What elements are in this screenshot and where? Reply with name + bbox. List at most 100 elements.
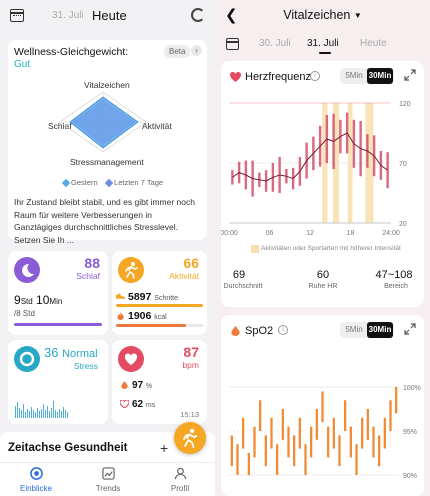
spo2-bar bbox=[332, 417, 335, 449]
x-tick-label: 24:00 bbox=[382, 230, 400, 237]
spo2-panel: SpO2 i 5Min 30Min 100% 95% 90% bbox=[221, 315, 424, 496]
x-tick-label: 18 bbox=[347, 230, 355, 237]
info-icon[interactable]: i bbox=[310, 71, 320, 81]
trends-icon bbox=[101, 467, 115, 480]
wellness-card[interactable]: Wellness-Gleichgewicht: Gut Beta › Vital… bbox=[8, 40, 207, 245]
hr-range-value: 47~108 bbox=[375, 269, 413, 281]
stress-mini-chart bbox=[15, 401, 68, 418]
spo2-bar bbox=[293, 435, 296, 467]
sleep-progress-bar bbox=[14, 323, 102, 326]
nav-trends-label: Trends bbox=[95, 484, 121, 493]
heart-rate-title: Herzfrequenz bbox=[245, 71, 312, 83]
spo2-unit: % bbox=[145, 383, 153, 390]
spo2-bar bbox=[315, 409, 318, 440]
spo2-bar bbox=[230, 435, 233, 467]
steps-progress-bar bbox=[116, 304, 203, 307]
sync-icon[interactable] bbox=[191, 8, 205, 22]
spo2-bar bbox=[395, 387, 398, 414]
insights-header: 31. Juli Heute bbox=[0, 0, 215, 34]
nav-trends[interactable]: Trends bbox=[78, 467, 138, 493]
tab-31-juli[interactable]: 31. Juli bbox=[307, 38, 339, 49]
toggle-5min[interactable]: 5Min bbox=[345, 325, 363, 334]
hrv-value: 62 bbox=[132, 399, 144, 410]
tab-yesterday[interactable]: 31. Juli bbox=[52, 10, 84, 21]
spo2-bar bbox=[355, 444, 358, 475]
heart-icon bbox=[230, 72, 241, 82]
kcal-value: 1906 bbox=[128, 310, 152, 322]
stress-label: Stress bbox=[73, 361, 98, 371]
activity-card[interactable]: 66 Aktivität 5897 Schritte 1906 kcal bbox=[112, 251, 207, 335]
calendar-icon[interactable] bbox=[226, 38, 239, 50]
spo2-bar bbox=[247, 453, 250, 475]
sleep-label: Schlaf bbox=[76, 271, 100, 281]
info-icon[interactable]: i bbox=[278, 325, 288, 335]
x-tick-label: 06 bbox=[266, 230, 274, 237]
spo2-row: 97 % bbox=[120, 380, 152, 391]
tab-30-juli[interactable]: 30. Juli bbox=[259, 38, 291, 49]
spo2-chart: 100% 95% 90% bbox=[229, 385, 421, 480]
expand-icon[interactable] bbox=[404, 323, 416, 335]
radar-label-sleep: Schlaf bbox=[48, 121, 72, 131]
active-tab-indicator bbox=[319, 52, 331, 54]
nav-insights[interactable]: Einblicke bbox=[6, 467, 66, 493]
insights-icon bbox=[29, 467, 43, 480]
spo2-bar bbox=[270, 417, 273, 449]
caret-down-icon: ▼ bbox=[353, 11, 362, 21]
legend-yesterday: Gestern bbox=[71, 178, 98, 187]
spo2-bar bbox=[253, 426, 256, 458]
profile-icon bbox=[174, 467, 186, 480]
vitals-title-dropdown[interactable]: Vitalzeichen ▼ bbox=[215, 8, 430, 22]
spo2-bar bbox=[372, 426, 375, 458]
heart-rate-chart: 20 70 120 00:00 06 12 18 24:00 bbox=[221, 101, 411, 237]
spo2-bar bbox=[236, 444, 239, 475]
x-tick-label: 00:00 bbox=[221, 230, 238, 237]
expand-icon[interactable] bbox=[404, 69, 416, 81]
y-tick-label: 95% bbox=[403, 429, 417, 436]
tab-today[interactable]: Heute bbox=[92, 8, 127, 23]
stress-score: 36 Normal bbox=[44, 345, 98, 360]
heart-card[interactable]: 87 bpm 97 % 62 ms 15:13 bbox=[112, 340, 207, 424]
y-tick-label: 90% bbox=[403, 473, 417, 480]
spo2-bar bbox=[327, 426, 330, 458]
legend-dot-icon bbox=[104, 178, 114, 188]
sleep-card[interactable]: 88 Schlaf 9Std 10Min /8 Std bbox=[8, 251, 108, 335]
runner-icon bbox=[118, 257, 144, 283]
activity-label: Aktivität bbox=[169, 271, 199, 281]
stress-ring-icon bbox=[14, 346, 40, 372]
radar-label-vitals: Vitalzeichen bbox=[84, 80, 130, 90]
spo2-bar bbox=[338, 435, 341, 467]
measure-time: 15:13 bbox=[180, 410, 199, 419]
nav-profile[interactable]: Profil bbox=[150, 467, 210, 493]
stress-card[interactable]: 36 Normal Stress bbox=[8, 340, 108, 424]
steps-unit: Schritte bbox=[154, 295, 179, 302]
legend-dot-icon bbox=[61, 178, 71, 188]
shoe-icon bbox=[116, 293, 125, 300]
spo2-bar bbox=[389, 400, 392, 431]
add-timeline-button[interactable]: + bbox=[160, 440, 169, 456]
tab-heute[interactable]: Heute bbox=[360, 38, 387, 49]
chevron-right-icon[interactable]: › bbox=[191, 45, 202, 56]
stress-level: Normal bbox=[62, 348, 98, 360]
spo2-bar bbox=[259, 400, 262, 431]
legend-7days: Letzten 7 Tage bbox=[114, 178, 164, 187]
insights-pane: 31. Juli Heute Wellness-Gleichgewicht: G… bbox=[0, 0, 215, 496]
sleep-score: 88 bbox=[84, 255, 100, 271]
hr-average-line bbox=[232, 132, 388, 182]
toggle-30min[interactable]: 30Min bbox=[367, 68, 393, 84]
radar-label-activity: Aktivität bbox=[142, 121, 172, 131]
interval-toggle: 5Min 30Min bbox=[340, 68, 394, 84]
toggle-30min[interactable]: 30Min bbox=[367, 322, 393, 338]
spo2-bar bbox=[264, 435, 267, 467]
spo2-title: SpO2 bbox=[245, 325, 274, 337]
back-arrow-icon[interactable]: ❮ bbox=[225, 7, 238, 24]
timeline-title: Zeitachse Gesundheit bbox=[8, 442, 128, 454]
toggle-5min[interactable]: 5Min bbox=[345, 71, 363, 80]
activity-score: 66 bbox=[183, 255, 199, 271]
sleep-minutes: 10 bbox=[36, 293, 50, 307]
spo2-value: 97 bbox=[132, 380, 144, 391]
workout-fab-button[interactable] bbox=[174, 422, 206, 454]
calendar-icon[interactable] bbox=[10, 9, 24, 22]
heart-rate-unit: bpm bbox=[182, 360, 199, 370]
steps-row: 5897 Schritte bbox=[116, 291, 178, 303]
interval-toggle: 5Min 30Min bbox=[340, 322, 394, 338]
